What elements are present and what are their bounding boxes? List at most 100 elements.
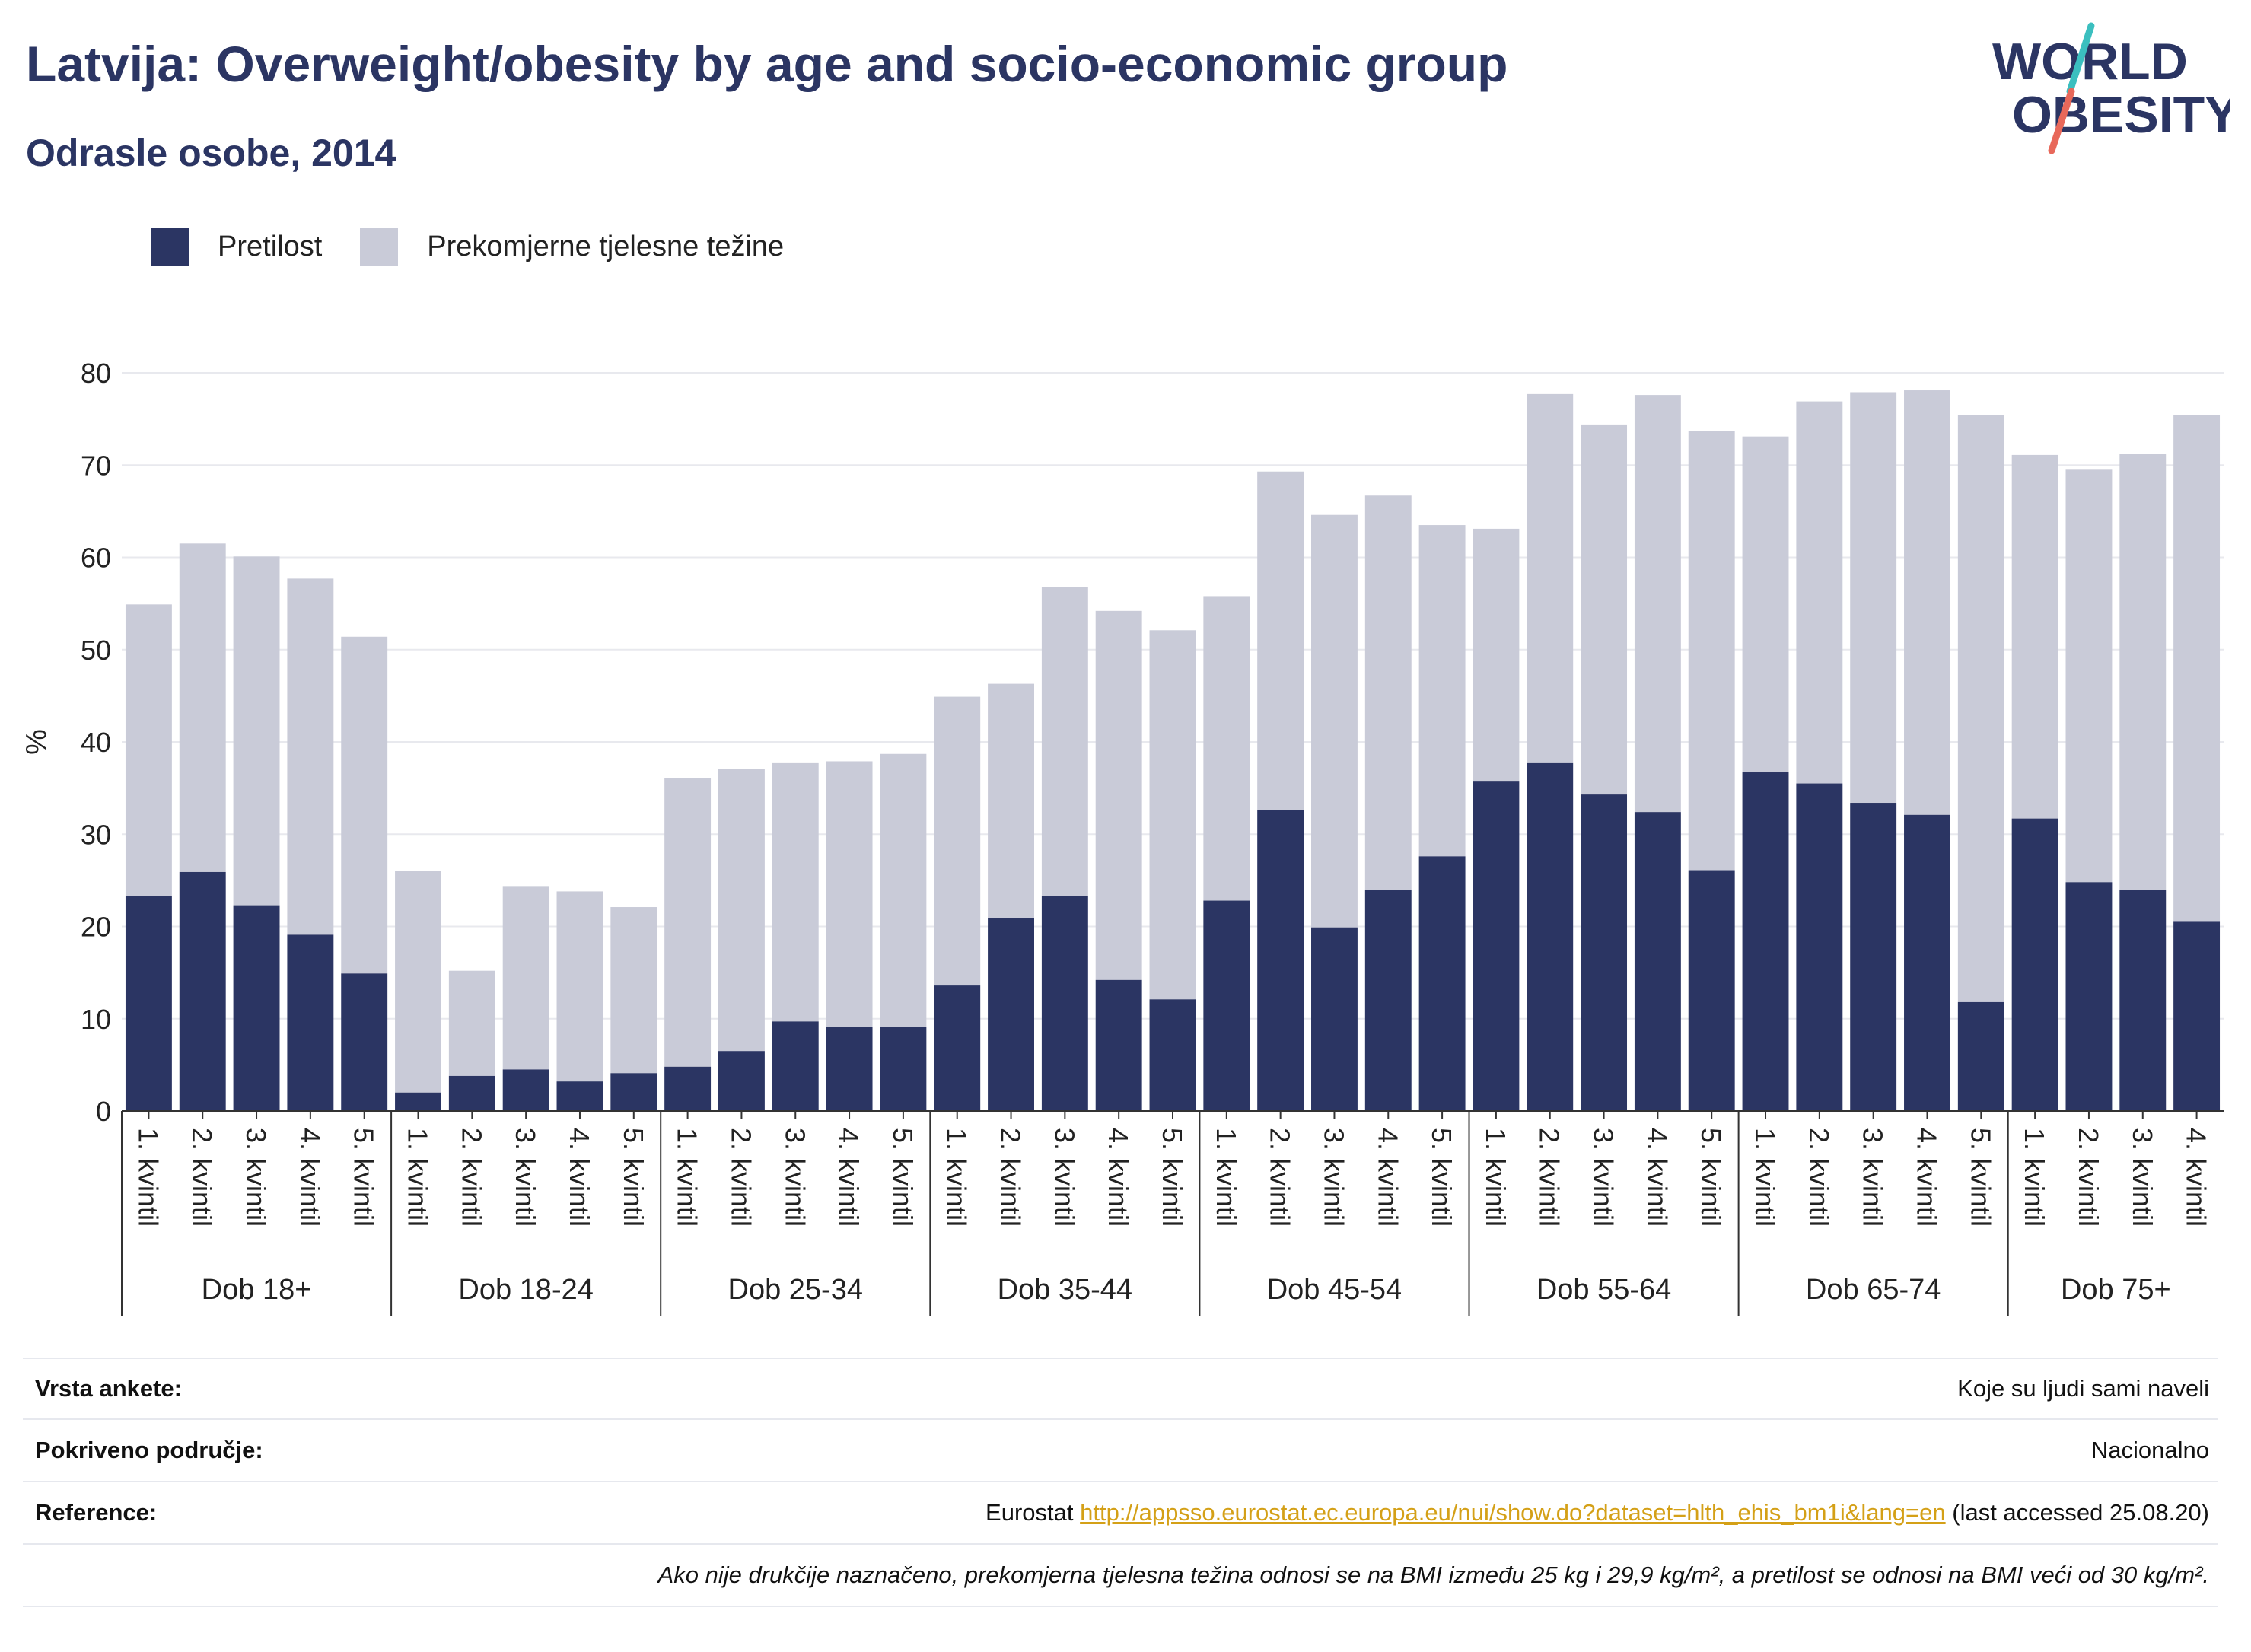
logo-slash-coral [2048,88,2075,154]
bar-obesity [1257,810,1304,1111]
category-label: 2. kvintil [1804,1128,1835,1227]
bar-obesity [287,934,334,1111]
category-label: 2. kvintil [1265,1128,1296,1227]
bar-obesity [1688,870,1735,1111]
bar-overweight [610,907,657,1074]
category-label: 5. kvintil [1965,1128,1996,1227]
bar-overweight [556,891,603,1082]
page-subtitle: Odrasle osobe, 2014 [26,132,396,174]
bar-obesity [341,973,388,1111]
bar-overweight [934,696,981,986]
reference-suffix: (last accessed 25.08.20) [1952,1499,2209,1526]
bar-obesity [772,1021,819,1111]
category-label: 5. kvintil [887,1128,919,1227]
category-label: 1. kvintil [1750,1128,1781,1227]
category-label: 3. kvintil [1049,1128,1080,1227]
category-label: 1. kvintil [1480,1128,1511,1227]
category-label: 1. kvintil [941,1128,973,1227]
bar-overweight [1203,596,1250,901]
y-tick-label: 40 [81,727,111,758]
category-label: 5. kvintil [1157,1128,1188,1227]
bar-obesity [880,1027,927,1111]
bar-overweight [988,683,1034,918]
category-label: 1. kvintil [2019,1128,2050,1227]
category-label: 4. kvintil [1641,1128,1673,1227]
bar-obesity [448,1075,495,1111]
bar-obesity [1634,812,1681,1111]
legend-label-overweight: Prekomjerne tjelesne težine [427,230,785,263]
group-label: Dob 75+ [2061,1274,2171,1306]
bar-obesity [1796,783,1843,1111]
bar-obesity [1957,1001,2004,1111]
bar-obesity [664,1066,712,1111]
y-tick-label: 20 [81,912,111,943]
y-axis-label: % [21,729,53,755]
bar-overweight [1149,630,1196,1000]
info-row-reference: Reference: Eurostat http://appsso.eurost… [23,1482,2218,1545]
category-label: 3. kvintil [240,1128,272,1227]
category-label: 4. kvintil [295,1128,326,1227]
category-label: 2. kvintil [725,1128,756,1227]
group-label: Dob 35-44 [998,1274,1132,1306]
bar-obesity [2173,921,2221,1111]
category-label: 5. kvintil [618,1128,649,1227]
bar-obesity [1095,979,1142,1111]
coverage-label: Pokriveno područje: [35,1437,263,1463]
bar-obesity [2011,818,2058,1111]
logo-line-2: OBESITY [2012,86,2230,144]
group-label: Dob 55-64 [1536,1274,1671,1306]
coverage-value: Nacionalno [2090,1437,2209,1463]
group-label: Dob 18-24 [458,1274,593,1306]
info-row-note: Ako nije drukčije naznačeno, prekomjerna… [23,1545,2218,1607]
legend-item-obesity[interactable]: Pretilost [151,228,322,266]
bar-overweight [2173,415,2221,922]
category-label: 5. kvintil [1426,1128,1457,1227]
legend-item-overweight[interactable]: Prekomjerne tjelesne težine [360,228,784,266]
bmi-note: Ako nije drukčije naznačeno, prekomjerna… [657,1561,2209,1588]
y-tick-label: 60 [81,543,111,574]
bar-overweight [1850,392,1897,804]
group-label: Dob 25-34 [728,1274,863,1306]
y-tick-label: 0 [96,1096,111,1127]
group-label: Dob 18+ [202,1274,312,1306]
reference-link[interactable]: http://appsso.eurostat.ec.europa.eu/nui/… [1080,1499,1946,1526]
bar-overweight [880,753,927,1027]
category-label: 3. kvintil [1318,1128,1349,1227]
reference-prefix: Eurostat [985,1499,1074,1526]
bar-overweight [1634,395,1681,813]
reference-label: Reference: [35,1499,158,1526]
bar-overweight [1527,393,1574,763]
bar-obesity [2119,890,2167,1111]
bar-overweight [1688,431,1735,871]
bar-obesity [1364,890,1412,1111]
bar-obesity [718,1051,765,1111]
category-label: 4. kvintil [1103,1128,1134,1227]
y-tick-label: 50 [81,635,111,666]
category-label: 1. kvintil [1211,1128,1242,1227]
bar-obesity [395,1092,441,1111]
bar-obesity [826,1027,873,1111]
bar-obesity [1581,794,1628,1111]
bar-obesity [1149,999,1196,1111]
category-label: 1. kvintil [132,1128,164,1227]
survey-label: Vrsta ankete: [35,1375,182,1402]
bar-overweight [233,556,280,906]
category-label: 3. kvintil [1858,1128,1889,1227]
bar-overweight [664,778,712,1067]
legend-swatch-overweight [360,228,399,266]
category-label: 2. kvintil [995,1128,1027,1227]
bar-obesity [934,985,981,1111]
y-tick-label: 70 [81,450,111,481]
bar-overweight [1095,610,1142,980]
group-label: Dob 45-54 [1267,1274,1402,1306]
bar-overweight [448,970,495,1076]
bar-overweight [1364,495,1412,890]
bar-overweight [1796,401,1843,784]
bar-overweight [179,543,226,872]
bar-obesity [1311,927,1358,1111]
bar-overweight [125,604,172,896]
category-label: 2. kvintil [2073,1128,2104,1227]
bar-obesity [1850,803,1897,1111]
bar-overweight [1581,424,1628,795]
category-label: 4. kvintil [1911,1128,1942,1227]
